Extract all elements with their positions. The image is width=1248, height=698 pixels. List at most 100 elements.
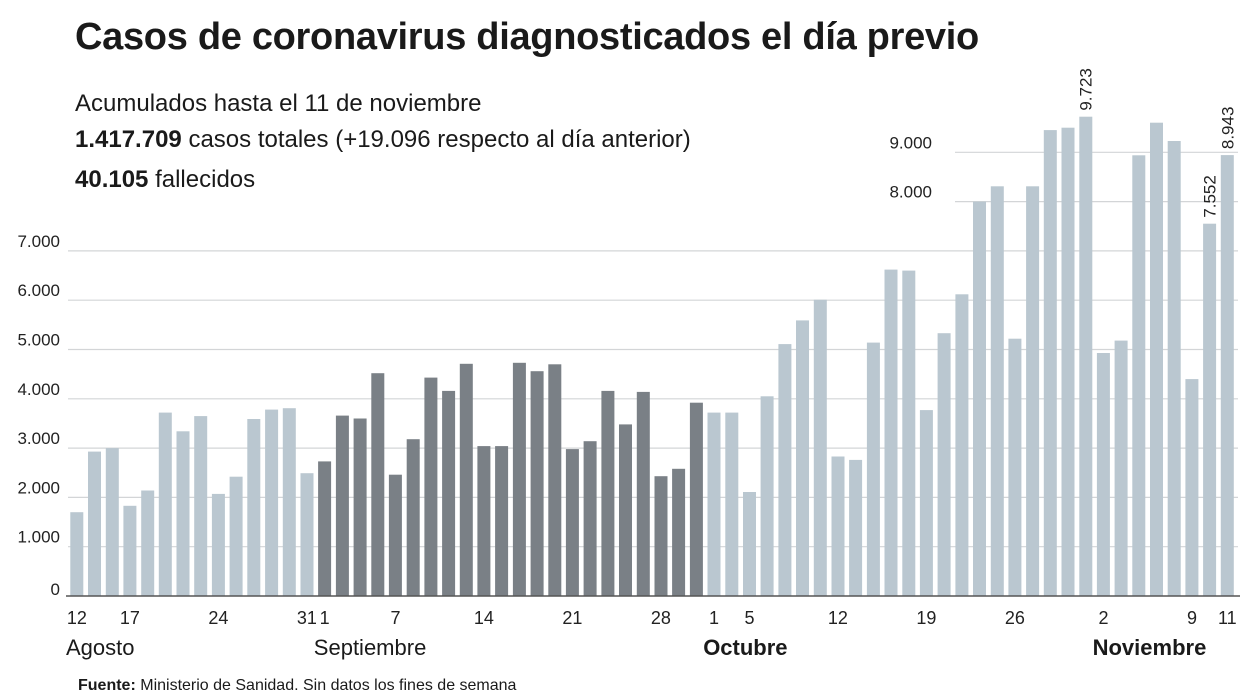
bar (1203, 223, 1217, 596)
y-tick-label: 5.000 (17, 331, 60, 350)
x-tick-label: 2 (1098, 608, 1108, 628)
bar (318, 461, 332, 596)
bar (1008, 338, 1022, 596)
total-cases-value: 1.417.709 (75, 126, 182, 153)
chart-title: Casos de coronavirus diagnosticados el d… (75, 16, 979, 58)
x-tick-label: 5 (744, 608, 754, 628)
month-label: Noviembre (1093, 635, 1207, 660)
value-annotation: 7.552 (1201, 175, 1220, 218)
bar (282, 408, 296, 596)
bar (459, 363, 473, 596)
bar (353, 418, 367, 596)
bar (884, 269, 898, 596)
x-tick-label: 24 (208, 608, 228, 628)
x-tick-label: 7 (390, 608, 400, 628)
bar (406, 439, 420, 596)
y-tick-label: 6.000 (17, 281, 60, 300)
x-tick-label: 1 (320, 608, 330, 628)
bar (548, 364, 562, 596)
bar (973, 201, 986, 596)
source-text: Ministerio de Sanidad. Sin datos los fin… (140, 677, 517, 694)
x-tick-label: 11 (1218, 608, 1237, 628)
chart-labels: 0 1.000 2.000 3.000 4.000 5.000 6.000 7.000 8.00… (17, 68, 1237, 660)
subtitle-deaths: 40.105 fallecidos (75, 166, 255, 194)
x-tick-label: 14 (474, 608, 494, 628)
bar (760, 396, 774, 596)
bar (866, 342, 880, 596)
bar (530, 371, 544, 596)
bar (1167, 141, 1181, 596)
bar (70, 512, 84, 596)
bar (672, 468, 686, 596)
bar (141, 490, 155, 596)
x-tick-label: 12 (67, 608, 87, 628)
y-tick-label: 9.000 (889, 133, 932, 152)
bar (335, 415, 349, 596)
y-tick-label: 4.000 (17, 380, 60, 399)
bar (902, 270, 916, 596)
bar (725, 412, 739, 596)
bar (778, 344, 792, 596)
bar (1043, 130, 1057, 596)
bar (707, 412, 721, 596)
grid-lines (68, 151, 1238, 548)
bar (1061, 127, 1075, 596)
deaths-value: 40.105 (75, 166, 149, 193)
bar (158, 412, 172, 596)
bar (1185, 379, 1199, 596)
month-label: Octubre (703, 635, 787, 660)
y-tick-label: 1.000 (17, 528, 60, 547)
subtitle-total-cases: 1.417.709 casos totales (+19.096 respect… (75, 126, 691, 154)
bar (123, 505, 137, 596)
accumulated-date-text: Acumulados hasta el 11 de noviembre (75, 90, 482, 117)
bar (689, 402, 703, 596)
deaths-text: fallecidos (155, 166, 256, 193)
bar (194, 416, 208, 596)
y-tick-label: 0 (51, 580, 60, 599)
bar (619, 424, 632, 596)
bar (176, 431, 190, 596)
x-tick-label: 21 (562, 608, 582, 628)
bar (424, 377, 438, 596)
source-label: Fuente: (78, 677, 136, 694)
x-tick-label: 1 (709, 608, 719, 628)
bar (247, 419, 261, 596)
y-tick-label: 8.000 (889, 183, 932, 202)
bar (796, 320, 809, 596)
bar (990, 186, 1004, 597)
bar (1114, 340, 1128, 596)
bar (211, 493, 225, 596)
bar (477, 446, 491, 596)
y-tick-label: 2.000 (17, 478, 60, 497)
bar (495, 446, 509, 596)
x-tick-label: 28 (651, 608, 671, 628)
value-annotation: 8.943 (1218, 107, 1237, 150)
x-tick-label: 31 (297, 608, 317, 628)
y-tick-label: 3.000 (17, 429, 60, 448)
bar (743, 492, 756, 596)
bar (388, 474, 402, 596)
bar (583, 441, 597, 596)
source-note: Fuente: Ministerio de Sanidad. Sin datos… (78, 677, 516, 695)
x-tick-label: 12 (828, 608, 848, 628)
value-annotation: 9.723 (1077, 68, 1096, 111)
x-tick-label: 26 (1005, 608, 1025, 628)
month-label: Septiembre (314, 635, 427, 660)
bar (512, 362, 526, 596)
bar (1150, 122, 1163, 596)
bar (565, 449, 579, 596)
bar (919, 410, 933, 596)
bar (1079, 116, 1093, 596)
x-tick-label: 19 (916, 608, 936, 628)
bar (601, 390, 615, 596)
y-tick-label: 7.000 (17, 232, 60, 251)
bars (70, 116, 1234, 597)
bar (1096, 353, 1110, 596)
subtitle-accumulated: Acumulados hasta el 11 de noviembre (75, 90, 481, 118)
bar (1220, 155, 1234, 596)
bar (442, 390, 456, 596)
bar (1132, 155, 1146, 597)
x-tick-label: 17 (120, 608, 140, 628)
x-tick-label: 9 (1187, 608, 1197, 628)
